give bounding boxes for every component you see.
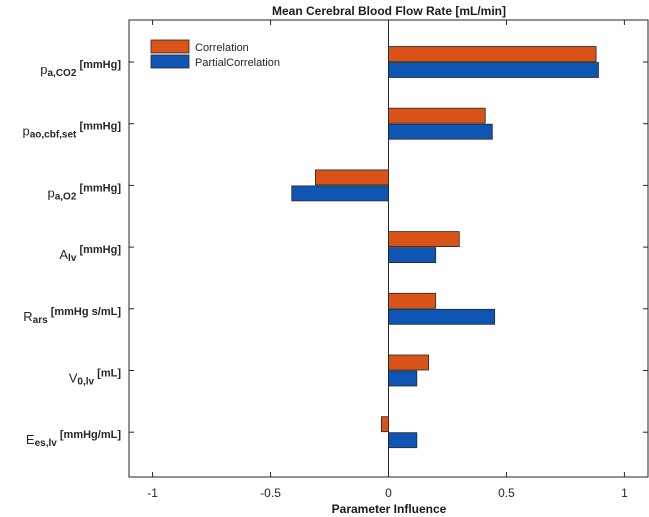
x-tick-label-4: 1 [621,486,628,500]
y-tick-label-symbol: R [23,309,32,324]
y-tick-label-unit: [mmHg s/mL] [48,306,122,318]
x-tick-label-2: 0 [385,486,392,500]
bar-partial-correlation-3 [388,247,437,264]
y-tick-label-symbol: p [22,124,29,139]
y-ticks [129,61,648,433]
legend-swatch-partial-correlation [150,54,190,69]
bar-partial-correlation-1 [388,123,493,140]
y-tick-label-1: pao,cbf,set [mmHg] [22,121,121,141]
legend-swatch-correlation [150,39,190,54]
y-tick-label-unit: [mmHg/mL] [57,429,122,441]
y-tick-label-subscript: a,O2 [55,191,77,202]
x-ticks: -1 -0.5 0 0.5 1 [147,20,628,500]
y-tick-label-4: Rars [mmHg s/mL] [23,306,121,326]
y-tick-label-symbol: p [40,62,47,77]
legend-label-partial-correlation: PartialCorrelation [195,57,280,69]
bar-correlation-2 [314,169,389,186]
y-tick-label-subscript: es,lv [35,438,58,449]
y-tick-label-subscript: a,CO2 [47,68,76,79]
bar-partial-correlation-0 [388,62,599,78]
y-tick-label-unit: [mmHg] [76,182,121,194]
y-tick-label-symbol: A [59,247,68,262]
bar-correlation-1 [388,107,486,124]
bar-correlation-5 [388,354,430,371]
y-tick-label-symbol: V [69,371,78,386]
bar-partial-correlation-2 [291,185,389,202]
bar-partial-correlation-6 [388,432,418,449]
bar-correlation-0 [388,46,597,62]
y-tick-label-unit: [mmHg] [76,59,121,71]
x-tick-label-0: -1 [147,486,158,500]
chart-title: Mean Cerebral Blood Flow Rate [mL/min] [272,4,506,18]
y-tick-labels: pa,CO2 [mmHg]pao,cbf,set [mmHg]pa,O2 [mm… [22,59,121,449]
y-tick-label-unit: [mmHg] [76,244,121,256]
bar-partial-correlation-5 [388,370,418,387]
y-tick-label-subscript: ao,cbf,set [30,130,77,141]
y-tick-label-symbol: p [47,185,54,200]
bar-correlation-3 [388,231,460,248]
x-tick-label-3: 0.5 [498,486,515,500]
y-tick-label-symbol: E [26,432,35,447]
x-tick-label-1: -0.5 [260,486,281,500]
y-tick-label-2: pa,O2 [mmHg] [47,182,121,202]
y-tick-label-3: Alv [mmHg] [59,244,121,264]
y-tick-label-subscript: ars [33,315,48,326]
bar-partial-correlation-4 [388,308,496,325]
y-tick-label-unit: [mmHg] [76,121,121,133]
y-tick-label-5: V0,lv [mL] [69,368,122,388]
y-tick-label-subscript: lv [68,253,77,264]
y-tick-label-subscript: 0,lv [77,377,94,388]
legend: Correlation PartialCorrelation [150,39,280,69]
x-axis-label: Parameter Influence [332,502,447,516]
y-tick-label-6: Ees,lv [mmHg/mL] [26,429,121,449]
y-tick-label-0: pa,CO2 [mmHg] [40,59,121,79]
bars-group [291,46,599,449]
bar-correlation-4 [388,292,437,309]
y-tick-label-unit: [mL] [94,368,121,380]
bar-correlation-6 [381,416,389,433]
legend-label-correlation: Correlation [195,42,249,54]
